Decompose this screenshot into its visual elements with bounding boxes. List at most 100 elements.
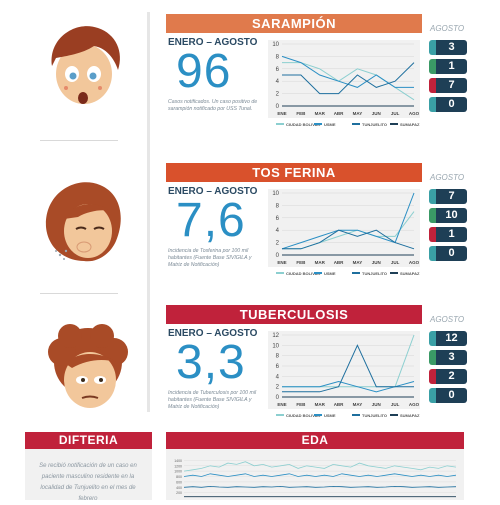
district-value-badge: 1 [429, 59, 467, 74]
series-line [282, 62, 415, 95]
section-title: TOS FERINA [166, 163, 422, 182]
divider [40, 293, 118, 294]
x-tick-label: JUN [372, 260, 381, 265]
y-tick-label: 200 [176, 491, 182, 495]
legend-swatch [276, 414, 284, 416]
y-tick-label: 1000 [174, 470, 182, 474]
period-label: ENERO – AGOSTO [168, 186, 258, 197]
y-tick-label: 0 [276, 395, 280, 401]
x-tick-label: MAY [353, 260, 363, 265]
series-line [281, 192, 415, 250]
legend-swatch [390, 123, 398, 125]
district-value-badge: 12 [429, 331, 467, 346]
legend-label: CIUDAD BOLIVAR [286, 413, 321, 418]
x-tick-label: ENE [277, 402, 286, 407]
sick-boy-face-illustration [51, 26, 120, 104]
badge-color-tab [429, 350, 436, 365]
x-tick-label: ENE [277, 260, 286, 265]
badge-value: 12 [436, 331, 467, 346]
legend-label: SUMAPAZ [400, 122, 420, 127]
district-value-badge: 2 [429, 369, 467, 384]
series-line [281, 55, 414, 88]
y-tick-label: 4 [276, 228, 280, 234]
y-tick-label: 1400 [174, 459, 182, 463]
x-tick-label: FEB [296, 260, 306, 265]
badge-color-tab [429, 78, 436, 93]
difteria-title: DIFTERIA [25, 432, 152, 449]
legend-swatch [390, 414, 398, 416]
badge-value: 10 [436, 208, 467, 223]
section-title: SARAMPIÓN [166, 14, 422, 33]
chart-legend: CIUDAD BOLIVAR USME TUNJUELITO SUMAPAZ [276, 120, 426, 128]
eda-title: EDA [166, 432, 464, 449]
period-label: ENERO – AGOSTO [168, 328, 258, 339]
line-chart: 0 2 4 6 8 10 ENE FEB MAR ABR MAY JUN JUL AGO [272, 42, 419, 116]
y-tick-label: 6 [276, 364, 280, 370]
badge-value: 0 [436, 97, 467, 112]
big-value: 3,3 [176, 336, 246, 389]
x-tick-label: JUL [391, 402, 400, 407]
legend-swatch [314, 272, 322, 274]
badge-color-tab [429, 40, 436, 55]
line-chart: 0 2 4 6 8 10 12 ENE FEB MAR ABR MAY JUN JUL AGO [272, 333, 420, 407]
x-tick-label: MAR [315, 260, 326, 265]
badge-color-tab [429, 208, 436, 223]
y-tick-label: 6 [276, 216, 280, 222]
y-tick-label: 800 [176, 475, 182, 479]
x-tick-label: MAY [353, 402, 363, 407]
legend-swatch [276, 272, 284, 274]
y-tick-label: 8 [276, 54, 280, 60]
legend-label: TUNJUELITO [362, 413, 388, 418]
big-value: 7,6 [176, 194, 246, 247]
y-tick-label: 2 [276, 385, 280, 391]
divider [40, 140, 118, 141]
legend-swatch [390, 272, 398, 274]
x-tick-label: JUL [391, 111, 400, 116]
legend-label: TUNJUELITO [362, 122, 388, 127]
badge-value: 2 [436, 369, 467, 384]
y-tick-label: 0 [276, 104, 280, 110]
x-tick-label: JUL [391, 260, 400, 265]
district-value-badge: 0 [429, 97, 467, 112]
badge-value: 1 [436, 227, 467, 242]
x-tick-label: AGO [409, 402, 420, 407]
badge-color-tab [429, 189, 436, 204]
series-line [282, 380, 415, 393]
line-chart-panel: 0 2 4 6 8 10 ENE FEB MAR ABR MAY JUN JUL AGO [268, 189, 420, 267]
legend-swatch [314, 414, 322, 416]
legend-swatch [352, 272, 360, 274]
district-value-badge: 7 [429, 78, 467, 93]
series-line [183, 473, 457, 477]
series-line [282, 334, 415, 388]
district-value-badge: 1 [429, 227, 467, 242]
series-line [282, 229, 415, 250]
badge-value: 3 [436, 40, 467, 55]
x-tick-label: MAY [353, 111, 363, 116]
badge-color-tab [429, 388, 436, 403]
y-tick-label: 0 [276, 253, 280, 259]
badge-color-tab [429, 369, 436, 384]
y-tick-label: 10 [272, 42, 279, 48]
series-line [183, 485, 457, 488]
legend-label: USME [324, 413, 336, 418]
badge-color-tab [429, 59, 436, 74]
badge-color-tab [429, 246, 436, 261]
badge-value: 3 [436, 350, 467, 365]
y-tick-label: 8 [276, 354, 280, 360]
series-line [183, 461, 457, 472]
line-chart-panel: 0 2 4 6 8 10 12 ENE FEB MAR ABR MAY JUN JUL AGO [268, 331, 420, 409]
y-tick-label: 8 [276, 203, 280, 209]
x-tick-label: ENE [277, 111, 286, 116]
district-value-badge: 3 [429, 350, 467, 365]
period-label: ENERO – AGOSTO [168, 37, 258, 48]
difteria-text: Se recibió notificación de un caso en pa… [39, 463, 137, 502]
y-tick-label: 10 [272, 343, 279, 349]
legend-swatch [352, 414, 360, 416]
series-line [282, 344, 414, 393]
x-tick-label: ABR [334, 111, 344, 116]
district-value-badge: 7 [429, 189, 467, 204]
coughing-girl-face-illustration [45, 182, 121, 262]
legend-label: CIUDAD BOLIVAR [286, 271, 321, 276]
badge-value: 1 [436, 59, 467, 74]
